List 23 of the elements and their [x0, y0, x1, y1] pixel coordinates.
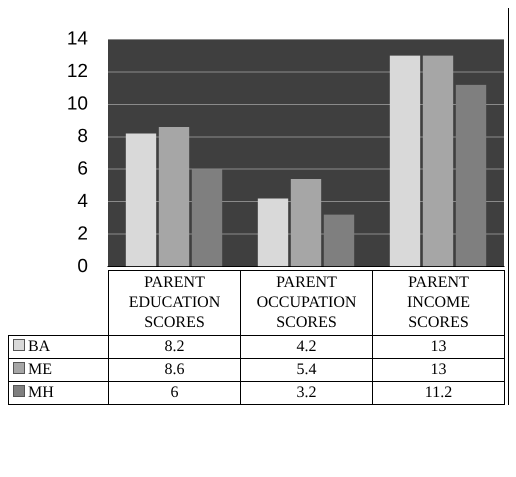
data-label: 8.2	[108, 336, 240, 358]
y-tick-label: 14	[66, 28, 88, 50]
data-label: 4.2	[240, 336, 372, 358]
data-label: 5.4	[240, 358, 372, 382]
data-label: 13	[372, 336, 504, 358]
y-tick-label: 4	[77, 190, 88, 212]
x-tick-label: PARENT INCOME SCORES	[372, 270, 504, 336]
y-tick-label: 0	[77, 256, 88, 277]
x-tick-label: PARENT OCCUPATION SCORES	[240, 270, 372, 336]
data-label: 3.2	[240, 382, 372, 404]
y-tick-label: 8	[77, 126, 88, 148]
y-tick-label: 6	[77, 158, 88, 180]
data-label: 11.2	[372, 382, 504, 404]
legend-label: ME	[8, 358, 108, 382]
y-tick-label: 10	[66, 94, 88, 115]
data-label: 8.6	[108, 358, 240, 382]
y-tick-label: 2	[77, 223, 88, 244]
legend-label: BA	[8, 336, 108, 358]
y-tick-label: 12	[66, 61, 88, 82]
data-label: 13	[372, 358, 504, 382]
x-tick-label: PARENT EDUCATION SCORES	[108, 270, 240, 336]
legend-label: MH	[8, 382, 108, 404]
data-label: 6	[108, 382, 240, 404]
